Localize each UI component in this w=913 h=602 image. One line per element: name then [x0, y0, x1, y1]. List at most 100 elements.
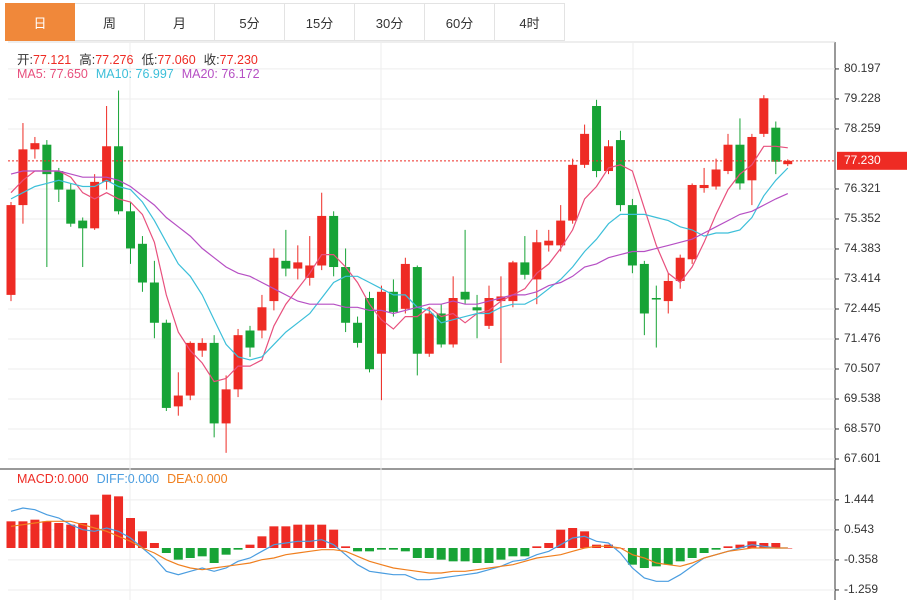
ohlc-legend: 开:77.121 高:77.276 低:77.060 收:77.230 — [17, 49, 266, 68]
macd-bar — [412, 548, 422, 558]
candle-body — [197, 342, 207, 351]
macd-bar — [472, 548, 482, 563]
macd-bar — [520, 548, 530, 557]
candle-body — [388, 291, 398, 312]
macd-bar — [651, 548, 661, 567]
legend-entry: MA5: 77.650 — [17, 67, 88, 81]
candle-body — [245, 330, 255, 348]
macd-bar — [556, 529, 566, 548]
candle-body — [209, 342, 219, 424]
candle-body — [472, 307, 482, 311]
macd-bar — [281, 526, 291, 548]
macd-bar — [376, 548, 386, 550]
candle-body — [376, 291, 386, 354]
period-tab[interactable]: 月 — [145, 3, 215, 41]
candle-body — [329, 215, 339, 268]
y-tick-label: 72.445 — [844, 301, 881, 315]
period-tab[interactable]: 日 — [5, 3, 75, 41]
ma-legend: MA5: 77.650 MA10: 76.997 MA20: 76.172 — [17, 67, 268, 81]
macd-bar — [114, 496, 124, 548]
y-tick-label: 80.197 — [844, 61, 881, 75]
candle-body — [639, 263, 649, 314]
macd-bar — [484, 548, 494, 563]
macd-bar — [460, 548, 470, 562]
candle-body — [173, 395, 183, 407]
ohlc-value: 77.121 — [32, 53, 72, 67]
macd-bar — [759, 543, 769, 548]
macd-bar — [209, 548, 219, 563]
legend-entry: DIFF:0.000 — [96, 472, 160, 486]
y-tick-label: 74.383 — [844, 241, 881, 255]
period-tab[interactable]: 30分 — [355, 3, 425, 41]
candle-body — [269, 257, 279, 302]
macd-bar — [161, 548, 171, 553]
macd-bar — [424, 548, 434, 558]
macd-bar — [78, 523, 88, 548]
candle-body — [400, 263, 410, 309]
ma-line — [10, 170, 789, 315]
ohlc-name: 高: — [79, 53, 96, 67]
candle-body — [496, 296, 506, 302]
y-tick-label: 79.228 — [844, 91, 881, 105]
macd-bar — [388, 548, 398, 550]
period-tab[interactable]: 5分 — [215, 3, 285, 41]
candle-body — [544, 240, 554, 246]
candle-body — [78, 220, 88, 229]
period-tab[interactable]: 周 — [75, 3, 145, 41]
candle-body — [759, 98, 769, 134]
macd-bar — [137, 531, 147, 548]
macd-bar — [317, 524, 327, 548]
period-tabs: 日周月 5分 15分 30分 60分 4时 — [5, 3, 565, 41]
macd-bar — [663, 548, 673, 565]
macd-bar — [42, 521, 52, 548]
candle-body — [568, 164, 578, 221]
legend-entry: MA20: 76.172 — [181, 67, 260, 81]
macd-bar — [544, 543, 554, 548]
candle-body — [424, 313, 434, 354]
candle-body — [532, 242, 542, 280]
y-tick-label: 0.543 — [844, 522, 874, 536]
macd-bar — [532, 546, 542, 548]
macd-bar — [18, 521, 28, 548]
candle-body — [580, 133, 590, 165]
macd-bar — [353, 548, 363, 552]
y-tick-label: -0.358 — [844, 552, 878, 566]
legend-entry: MA10: 76.997 — [95, 67, 174, 81]
candle-body — [783, 160, 793, 165]
candle-body — [412, 267, 422, 354]
macd-bar — [699, 548, 709, 553]
y-tick-label: 75.352 — [844, 211, 881, 225]
macd-bar — [723, 546, 733, 548]
macd-bar — [6, 521, 16, 548]
candle-body — [353, 322, 363, 343]
candle-body — [221, 389, 231, 424]
candle-body — [460, 291, 470, 300]
macd-bar — [126, 518, 135, 548]
macd-bar — [329, 529, 339, 548]
period-tab[interactable]: 4时 — [495, 3, 565, 41]
macd-bar — [687, 548, 697, 558]
ma-line — [10, 167, 789, 361]
ma-line — [10, 145, 788, 383]
period-tab[interactable]: 60分 — [425, 3, 495, 41]
candle-body — [651, 297, 661, 300]
period-tab[interactable]: 15分 — [285, 3, 355, 41]
candle-body — [711, 169, 721, 187]
macd-bar — [197, 548, 207, 557]
macd-bar — [365, 548, 374, 552]
macd-bar — [185, 548, 195, 558]
last-price-label: 77.230 — [844, 153, 881, 167]
candle-body — [305, 265, 315, 278]
macd-bar — [54, 523, 64, 548]
macd-bar — [173, 548, 183, 560]
candle-body — [735, 144, 745, 184]
y-tick-label: 69.538 — [844, 391, 881, 405]
macd-bar — [293, 524, 303, 548]
y-tick-label: 78.259 — [844, 121, 881, 135]
candle-body — [30, 143, 40, 150]
macd-bar — [400, 548, 410, 552]
y-tick-label: 68.570 — [844, 421, 881, 435]
candle-body — [627, 205, 637, 266]
candle-body — [604, 146, 613, 172]
candle-body — [484, 297, 494, 326]
